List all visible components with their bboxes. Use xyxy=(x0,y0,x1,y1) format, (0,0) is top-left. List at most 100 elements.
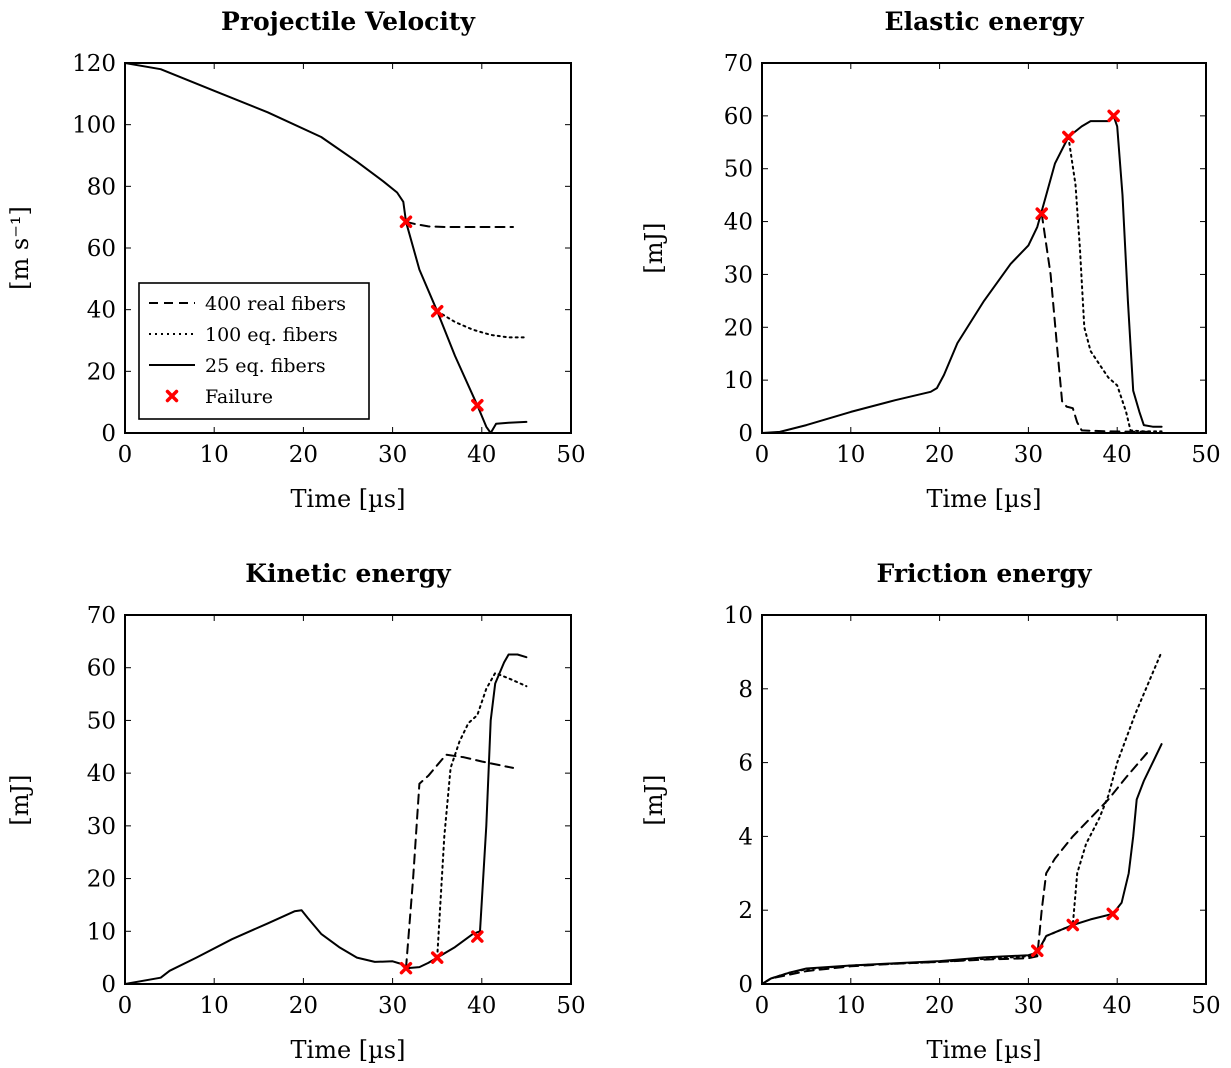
failure-marker xyxy=(430,951,444,964)
x-tick-label: 50 xyxy=(556,442,585,468)
x-tick-label: 10 xyxy=(200,442,229,468)
failure-marker xyxy=(471,399,484,412)
series-line-dotted xyxy=(761,650,1163,985)
legend-label: Failure xyxy=(205,386,273,408)
y-tick-label: 40 xyxy=(724,210,753,236)
y-tick-label: 40 xyxy=(87,298,116,324)
x-tick-label: 0 xyxy=(118,993,133,1019)
chart-panel-4: Friction energy 0 10 20 30 40 50 0 2 4 6 8 10 Time [µ… xyxy=(640,559,1221,1064)
x-axis-label: Time [µs] xyxy=(291,485,406,513)
x-tick-label: 20 xyxy=(289,442,318,468)
y-tick-label: 20 xyxy=(87,867,116,893)
failure-marker xyxy=(1035,207,1048,220)
y-tick-label: 10 xyxy=(724,368,753,394)
legend-failure-marker xyxy=(165,389,179,403)
chart-title: Projectile Velocity xyxy=(221,7,476,36)
series-line-solid xyxy=(124,653,528,985)
x-tick-label: 30 xyxy=(378,442,407,468)
x-axis-label: Time [µs] xyxy=(927,485,1042,513)
chart-title: Kinetic energy xyxy=(245,559,452,588)
y-tick-label: 100 xyxy=(72,113,116,139)
chart-panel-3: Kinetic energy 0 10 20 30 40 50 0 10 20 30 40 50 60 70… xyxy=(6,559,586,1064)
series-line-dashed xyxy=(405,753,514,970)
failure-marker xyxy=(1106,907,1120,921)
x-tick-label: 30 xyxy=(1014,993,1043,1019)
legend-label: 400 real fibers xyxy=(205,293,346,315)
y-tick-label: 10 xyxy=(87,919,116,945)
y-axis-label: [mJ] xyxy=(6,774,34,825)
chart-title: Elastic energy xyxy=(885,7,1085,36)
x-tick-label: 50 xyxy=(1191,993,1220,1019)
x-tick-label: 0 xyxy=(118,442,133,468)
y-axis-label: [mJ] xyxy=(640,774,668,825)
failure-marker xyxy=(399,215,413,229)
legend-label: 25 eq. fibers xyxy=(205,355,326,377)
plot-frame xyxy=(761,614,1207,985)
y-tick-label: 4 xyxy=(738,824,753,850)
y-tick-label: 20 xyxy=(724,315,753,341)
plot-frame xyxy=(124,614,572,985)
chart-panel-1: Projectile Velocity 0 10 20 30 40 50 0 20 40 60 80 1… xyxy=(6,7,586,513)
legend: 400 real fibers 100 eq. fibers 25 eq. fibe… xyxy=(138,282,370,420)
y-tick-label: 30 xyxy=(724,262,753,288)
y-tick-label: 60 xyxy=(87,236,116,262)
y-tick-label: 8 xyxy=(738,677,753,703)
y-tick-label: 0 xyxy=(101,421,116,447)
x-tick-label: 30 xyxy=(378,993,407,1019)
x-tick-label: 40 xyxy=(1103,993,1132,1019)
x-tick-label: 50 xyxy=(556,993,585,1019)
y-tick-label: 120 xyxy=(72,51,116,77)
failure-marker xyxy=(430,304,444,318)
y-tick-label: 30 xyxy=(87,814,116,840)
x-tick-label: 0 xyxy=(755,442,770,468)
series-line-dashed xyxy=(405,220,514,228)
y-tick-label: 6 xyxy=(738,751,753,777)
x-tick-label: 40 xyxy=(1103,442,1132,468)
y-tick-label: 60 xyxy=(724,104,753,130)
legend-box xyxy=(138,282,370,420)
series-line-dotted xyxy=(436,310,528,339)
y-tick-label: 2 xyxy=(738,898,753,924)
plot-frame xyxy=(761,62,1207,434)
series-line-dotted xyxy=(436,672,528,959)
y-tick-label: 50 xyxy=(724,157,753,183)
y-tick-label: 0 xyxy=(738,972,753,998)
y-tick-label: 40 xyxy=(87,761,116,787)
x-tick-label: 0 xyxy=(755,993,770,1019)
legend-label: 100 eq. fibers xyxy=(205,324,338,346)
x-tick-label: 20 xyxy=(925,442,954,468)
y-tick-label: 10 xyxy=(724,603,753,629)
series-line-solid xyxy=(761,743,1163,985)
y-tick-label: 70 xyxy=(724,51,753,77)
plot-frame xyxy=(124,62,572,434)
y-tick-label: 80 xyxy=(87,174,116,200)
failure-marker xyxy=(1066,918,1080,932)
y-tick-label: 0 xyxy=(101,972,116,998)
y-tick-label: 0 xyxy=(738,421,753,447)
x-tick-label: 40 xyxy=(467,442,496,468)
y-tick-label: 50 xyxy=(87,708,116,734)
x-tick-label: 20 xyxy=(925,993,954,1019)
series-line-dotted xyxy=(1067,136,1163,433)
x-tick-label: 30 xyxy=(1014,442,1043,468)
x-axis-label: Time [µs] xyxy=(927,1036,1042,1064)
y-tick-label: 20 xyxy=(87,359,116,385)
series-line-dashed xyxy=(1040,212,1154,433)
x-tick-label: 20 xyxy=(289,993,318,1019)
failure-marker xyxy=(399,961,413,975)
x-tick-label: 50 xyxy=(1191,442,1220,468)
failure-marker xyxy=(1107,109,1120,123)
y-axis-label: [m s⁻¹] xyxy=(6,206,34,290)
y-axis-label: [mJ] xyxy=(640,222,668,273)
series-line-solid xyxy=(761,114,1163,434)
y-tick-label: 70 xyxy=(87,603,116,629)
x-tick-label: 10 xyxy=(200,993,229,1019)
x-tick-label: 10 xyxy=(836,993,865,1019)
series-line-dashed xyxy=(761,750,1150,985)
x-tick-label: 40 xyxy=(467,993,496,1019)
x-tick-label: 10 xyxy=(836,442,865,468)
failure-marker xyxy=(1031,944,1044,958)
chart-title: Friction energy xyxy=(877,559,1093,588)
failure-marker xyxy=(471,930,484,943)
